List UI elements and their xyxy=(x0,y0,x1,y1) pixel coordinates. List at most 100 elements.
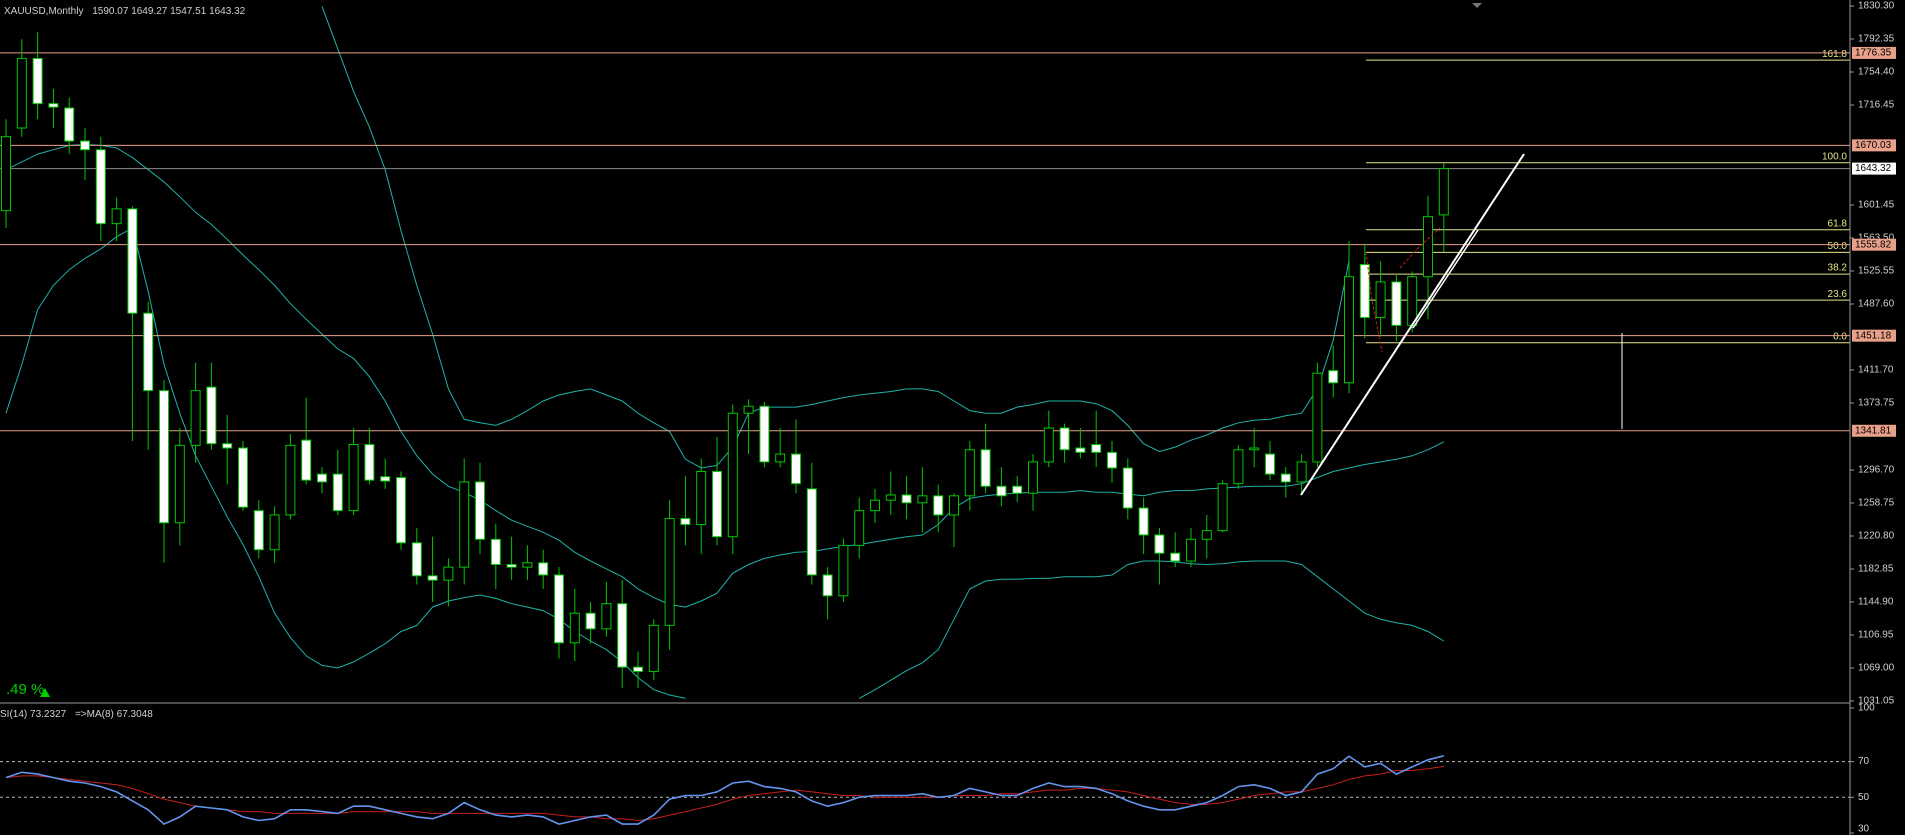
candle-body xyxy=(633,666,643,672)
candle-body xyxy=(1407,276,1418,326)
candle-body xyxy=(569,612,580,644)
price-level-label: 1341.81 xyxy=(1855,425,1892,436)
price-level-box xyxy=(1852,329,1896,342)
y-tick-label: 50 xyxy=(1858,792,1870,803)
low-value: 1547.51 xyxy=(170,6,207,17)
y-tick-label: 1830.30 xyxy=(1858,1,1895,12)
y-tick-label: 1031.05 xyxy=(1858,696,1895,707)
candle-body xyxy=(253,510,264,551)
candle-body xyxy=(364,444,375,481)
rsi-line xyxy=(5,755,1444,826)
y-tick-label: 1069.00 xyxy=(1858,663,1895,674)
candle-body xyxy=(95,149,106,225)
price-level-box xyxy=(1852,46,1896,59)
candle-body xyxy=(332,473,343,512)
y-tick-label: 30 xyxy=(1858,824,1870,835)
candle-body xyxy=(127,208,138,314)
candle-body xyxy=(696,470,707,526)
candle-body xyxy=(775,453,786,463)
y-tick-label: 1220.80 xyxy=(1858,531,1895,542)
fibo-ratio-label: 38.2 xyxy=(1828,263,1848,274)
y-tick-label: 1373.75 xyxy=(1858,398,1895,409)
candle-body xyxy=(32,57,43,105)
candle-body xyxy=(238,447,248,508)
candle-body xyxy=(64,107,75,142)
candle-body xyxy=(601,603,612,630)
candle-body xyxy=(712,470,722,538)
rsi-value: 73.2327 xyxy=(30,709,67,720)
candle-body xyxy=(1122,467,1133,509)
price-level-label: 1776.35 xyxy=(1855,48,1892,59)
fibo-ratio-label: 100.0 xyxy=(1822,151,1847,162)
candle-body xyxy=(380,476,391,482)
symbol: XAUUSD,Monthly xyxy=(4,6,83,17)
candle-body xyxy=(901,494,912,504)
y-tick-label: 1716.45 xyxy=(1858,100,1895,111)
ma-label: =>MA(8) xyxy=(75,709,114,720)
candle-body xyxy=(838,544,849,597)
candle-body xyxy=(1138,507,1149,536)
zigzag xyxy=(1365,227,1441,353)
y-tick-label: 1411.70 xyxy=(1858,365,1894,376)
candle-body xyxy=(727,412,738,538)
price-level-box xyxy=(1852,424,1896,437)
up-arrow xyxy=(40,688,50,697)
y-tick-label: 1487.60 xyxy=(1858,299,1895,310)
rsi-header: SI(14) 73.2327 =>MA(8) 67.3048 xyxy=(0,709,153,720)
candle-body xyxy=(269,514,280,551)
fibo-ratio-label: 23.6 xyxy=(1828,289,1848,300)
candle-body xyxy=(348,444,359,512)
y-tick-label: 70 xyxy=(1858,756,1870,767)
candle-body xyxy=(206,386,217,445)
candle-body xyxy=(791,453,801,485)
fibo-ratio-label: 61.8 xyxy=(1828,218,1848,229)
candle-body xyxy=(159,390,169,524)
candle-body xyxy=(411,542,422,577)
candle-body xyxy=(1154,534,1165,554)
candle-body xyxy=(1107,451,1117,469)
candle-body xyxy=(16,57,27,129)
candle-body xyxy=(664,517,675,626)
candle-body xyxy=(506,564,517,568)
bollinger-band xyxy=(5,143,1445,608)
candle-body xyxy=(996,485,1007,497)
candle-body xyxy=(396,477,406,544)
candle-body xyxy=(1438,168,1449,216)
bollinger-band xyxy=(321,6,1350,469)
candle-body xyxy=(759,405,770,463)
candle-body xyxy=(1091,444,1102,453)
y-tick-label: 1563.50 xyxy=(1858,233,1895,244)
high-value: 1649.27 xyxy=(131,6,168,17)
price-level-label: 1451.18 xyxy=(1855,330,1892,341)
candle-body xyxy=(1012,485,1023,494)
candle-body xyxy=(143,312,154,392)
candle-body xyxy=(174,444,185,524)
trend-line xyxy=(1300,153,1525,496)
y-tick-label: 100 xyxy=(1858,703,1875,714)
candle-body xyxy=(317,473,327,483)
candle-body xyxy=(617,603,628,668)
candle-body xyxy=(1344,276,1354,384)
candle-body xyxy=(949,495,959,516)
candle-body xyxy=(1201,530,1212,540)
candle-body xyxy=(1423,216,1433,278)
candle-body xyxy=(1,136,11,212)
candle-body xyxy=(1280,473,1291,483)
candle-body xyxy=(190,390,201,446)
candle-body xyxy=(538,562,549,576)
price-level-label: 1555.82 xyxy=(1855,239,1892,250)
fibo-ratio-label: 161.8 xyxy=(1822,49,1847,60)
y-tick-label: 1258.75 xyxy=(1858,498,1895,509)
price-level-box xyxy=(1852,238,1896,251)
candle-body xyxy=(475,481,485,540)
current-price-label: 1643.32 xyxy=(1855,163,1892,174)
current-price-box xyxy=(1852,162,1896,175)
open-value: 1590.07 xyxy=(92,6,129,17)
candle-body xyxy=(1265,453,1275,475)
y-tick-label: 1754.40 xyxy=(1858,67,1895,78)
candle-body xyxy=(459,481,470,568)
candle-body xyxy=(933,495,944,516)
y-tick-label: 1525.55 xyxy=(1858,266,1895,277)
